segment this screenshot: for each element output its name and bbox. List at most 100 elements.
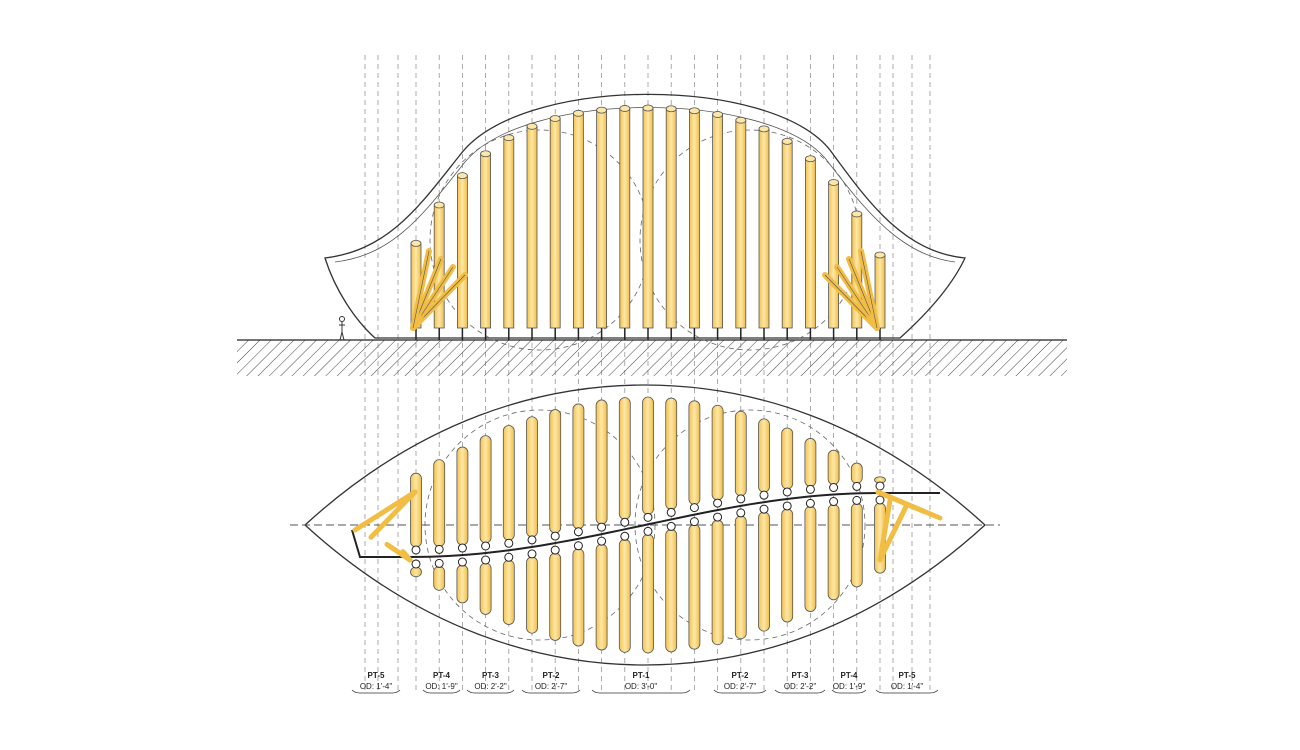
node <box>852 495 862 505</box>
pipe-od: OD: 1'-9" <box>425 682 458 691</box>
plan-tube <box>804 506 817 612</box>
tube-top <box>596 106 607 114</box>
label-bracket <box>591 689 691 694</box>
node <box>481 541 491 551</box>
node <box>852 481 862 491</box>
elevation-tube <box>805 158 816 329</box>
elevation-tube <box>712 114 723 329</box>
pipe-name: PT-2 <box>543 671 560 680</box>
elevation-tube <box>526 125 538 329</box>
plan-tube <box>642 533 654 654</box>
elevation-tube <box>758 128 770 329</box>
pipe-od: OD: 2'-7" <box>535 682 568 691</box>
plan-tube <box>711 404 724 501</box>
plan-fan-tube <box>877 495 893 563</box>
node <box>713 512 723 522</box>
plan-tube <box>549 409 562 534</box>
pipe-od: OD: 2'-7" <box>724 682 757 691</box>
plan-tube <box>410 472 422 548</box>
plan-tube <box>526 556 538 634</box>
label-bracket <box>466 689 515 694</box>
plan-tube <box>502 559 515 625</box>
pipe-name: PT-2 <box>732 671 749 680</box>
plan-tube <box>781 508 794 623</box>
pipe-od: OD: 2'-2" <box>474 682 507 691</box>
elevation-tube <box>642 107 654 329</box>
elevation-tube <box>549 118 561 329</box>
tube-top <box>480 150 492 158</box>
plan-tube <box>618 397 631 520</box>
tube-top <box>805 155 816 163</box>
plan-tube <box>850 502 863 588</box>
pipe-name: PT-4 <box>841 671 858 680</box>
tube-top <box>573 109 584 117</box>
node <box>736 508 746 518</box>
node <box>411 545 421 555</box>
plan-fan-tube <box>400 549 413 563</box>
label-bracket <box>713 689 767 694</box>
elevation-tube <box>619 108 631 329</box>
tube-top <box>549 115 561 122</box>
plan-fan-tube <box>875 489 926 514</box>
plan-tube <box>572 403 585 530</box>
pipe-name: PT-3 <box>482 671 499 680</box>
label-bracket <box>521 689 581 694</box>
plan-spine <box>351 492 940 558</box>
elevation-tube <box>573 112 584 329</box>
fan-edge <box>860 250 878 329</box>
node <box>434 544 444 554</box>
elevation-tube <box>665 108 677 329</box>
tube-top <box>735 116 747 124</box>
node <box>782 501 792 511</box>
node <box>782 487 792 497</box>
tube-top <box>851 210 863 218</box>
node <box>550 545 560 555</box>
tube-top <box>828 179 839 186</box>
tube-top <box>689 107 700 115</box>
node <box>504 538 514 548</box>
pipe-name: PT-4 <box>433 671 450 680</box>
plan-tube <box>688 524 701 650</box>
elevation-tube <box>828 182 839 329</box>
plan-tube <box>734 410 747 497</box>
plan-tube <box>433 459 446 547</box>
elevation-tube <box>596 109 607 329</box>
plan-tube <box>502 425 515 541</box>
plan-tube <box>688 400 701 506</box>
tube-top <box>712 111 723 118</box>
pipe-name: PT-1 <box>633 671 650 680</box>
label-bracket <box>875 689 939 694</box>
tube-top <box>758 125 770 133</box>
node <box>713 498 723 508</box>
elevation-tube <box>503 137 515 329</box>
plan-tube <box>827 504 840 601</box>
tube-top <box>874 251 886 259</box>
pipe-name: PT-5 <box>368 671 385 680</box>
elevation-tube <box>456 175 468 329</box>
node <box>457 557 467 567</box>
tube-top <box>642 104 654 112</box>
node <box>597 522 607 532</box>
elevation-tube <box>480 153 492 329</box>
node <box>805 498 815 508</box>
node <box>759 504 769 514</box>
plan-tube <box>479 435 492 544</box>
plan-tube <box>595 399 608 525</box>
node <box>736 494 746 504</box>
tube-top <box>456 172 468 180</box>
label-bracket <box>351 689 401 694</box>
node <box>666 507 676 517</box>
elevation-shell <box>324 93 966 339</box>
elevation-tube <box>735 119 747 329</box>
plan-tube <box>734 515 747 640</box>
label-bracket <box>774 689 826 694</box>
node <box>434 558 444 568</box>
pipe-name: PT-3 <box>792 671 809 680</box>
node <box>620 517 630 527</box>
pipe-od: OD: 1'-4" <box>891 682 924 691</box>
plan-tube <box>758 418 770 493</box>
ground-hatch <box>237 340 1067 376</box>
fan-edge <box>412 250 430 329</box>
pipe-od: OD: 3'-0" <box>625 682 658 691</box>
tube-top <box>410 239 422 247</box>
